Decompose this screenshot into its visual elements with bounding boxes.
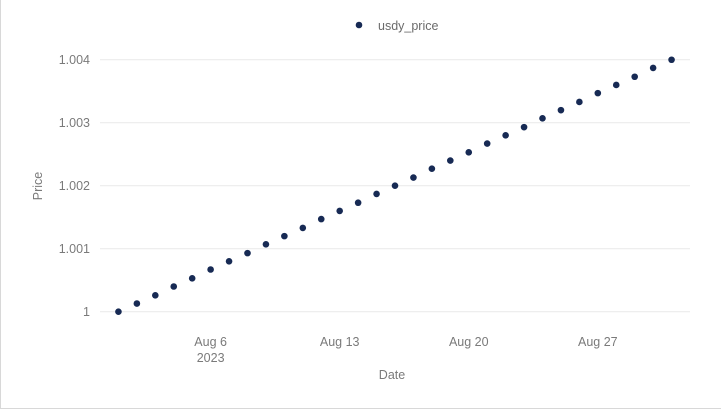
data-point[interactable] bbox=[262, 241, 270, 248]
data-point[interactable] bbox=[576, 98, 583, 106]
x-tick-year-label: 2023 bbox=[197, 351, 225, 365]
data-point[interactable] bbox=[649, 64, 657, 72]
data-point[interactable] bbox=[170, 283, 178, 290]
data-point[interactable] bbox=[336, 207, 343, 215]
y-tick-label: 1.001 bbox=[59, 242, 90, 256]
data-point[interactable] bbox=[133, 300, 141, 307]
data-point[interactable] bbox=[391, 182, 399, 190]
data-point[interactable] bbox=[207, 266, 214, 273]
y-axis-title: Price bbox=[31, 172, 45, 201]
data-point[interactable] bbox=[281, 232, 288, 240]
x-tick-label: Aug 27 bbox=[578, 335, 618, 349]
data-point[interactable] bbox=[115, 308, 122, 316]
x-tick-label: Aug 20 bbox=[449, 335, 489, 349]
data-point[interactable] bbox=[668, 56, 675, 64]
data-point[interactable] bbox=[299, 224, 307, 232]
x-axis-title: Date bbox=[379, 368, 405, 382]
data-point[interactable] bbox=[447, 157, 454, 164]
data-point[interactable] bbox=[317, 215, 325, 223]
legend[interactable]: usdy_price bbox=[355, 19, 439, 33]
data-point[interactable] bbox=[520, 123, 528, 131]
data-point[interactable] bbox=[152, 292, 159, 299]
y-tick-label: 1 bbox=[83, 305, 90, 319]
legend-label-usdy-price: usdy_price bbox=[378, 19, 438, 33]
x-tick-label: Aug 6 bbox=[194, 335, 227, 349]
y-tick-label: 1.002 bbox=[59, 179, 90, 193]
data-point[interactable] bbox=[373, 190, 380, 198]
legend-marker bbox=[355, 21, 363, 29]
data-point[interactable] bbox=[557, 106, 565, 114]
data-point[interactable] bbox=[188, 275, 196, 282]
data-point[interactable] bbox=[244, 249, 251, 257]
y-tick-label: 1.003 bbox=[59, 116, 90, 130]
x-tick-label: Aug 13 bbox=[320, 335, 360, 349]
data-point[interactable] bbox=[612, 81, 620, 89]
data-point[interactable] bbox=[483, 140, 491, 147]
data-point[interactable] bbox=[428, 165, 436, 173]
y-tick-label: 1.004 bbox=[59, 53, 90, 67]
data-point[interactable] bbox=[225, 258, 233, 265]
data-point[interactable] bbox=[594, 89, 602, 97]
data-point[interactable] bbox=[539, 115, 546, 122]
data-point[interactable] bbox=[631, 73, 638, 81]
data-point[interactable] bbox=[465, 149, 473, 156]
data-point[interactable] bbox=[502, 132, 509, 139]
data-point[interactable] bbox=[410, 174, 417, 181]
data-point[interactable] bbox=[354, 199, 362, 207]
